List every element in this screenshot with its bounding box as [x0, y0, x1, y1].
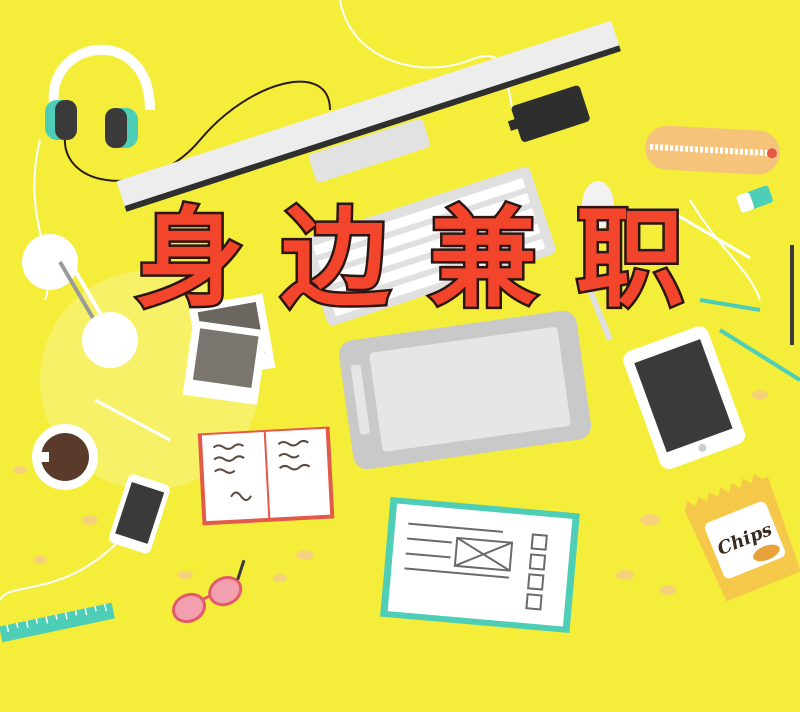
phone-cable — [0, 539, 121, 601]
sketchbook-icon — [380, 496, 580, 634]
headline-char-4: 职 — [573, 197, 686, 322]
headphone-cable — [63, 80, 331, 182]
pencil-white-icon — [94, 398, 171, 442]
glasses-icon — [171, 559, 246, 624]
pencil-case-icon — [645, 125, 780, 175]
desk-lamp-icon — [22, 234, 138, 368]
headline-char-2: 边 — [278, 197, 391, 322]
monitor-cable — [339, 0, 521, 126]
ruler-icon — [0, 602, 115, 643]
drawing-tablet-icon — [338, 310, 592, 470]
tablet-icon — [623, 326, 745, 469]
photos-icon — [182, 293, 276, 405]
pencil-icon — [671, 210, 751, 260]
stylus-icon — [587, 288, 613, 342]
eraser-icon — [736, 185, 773, 213]
headphones-icon — [45, 44, 155, 148]
chip-crumbs — [13, 390, 768, 595]
chips-bag-icon: Chips — [684, 473, 800, 602]
notebook-icon — [197, 426, 335, 526]
headline-char-1: 身 — [133, 197, 246, 322]
phone-icon — [108, 474, 170, 554]
hard-drive-icon — [507, 85, 590, 142]
coffee-cup-icon — [32, 424, 98, 490]
headline-char-3: 兼 — [426, 197, 539, 322]
keyboard-icon — [301, 166, 556, 326]
pen-teal-icon-2 — [718, 328, 800, 382]
pen-teal-icon — [699, 298, 761, 312]
tablet-cable — [689, 199, 761, 301]
mouse-icon — [582, 181, 614, 229]
monitor-icon — [116, 20, 621, 212]
